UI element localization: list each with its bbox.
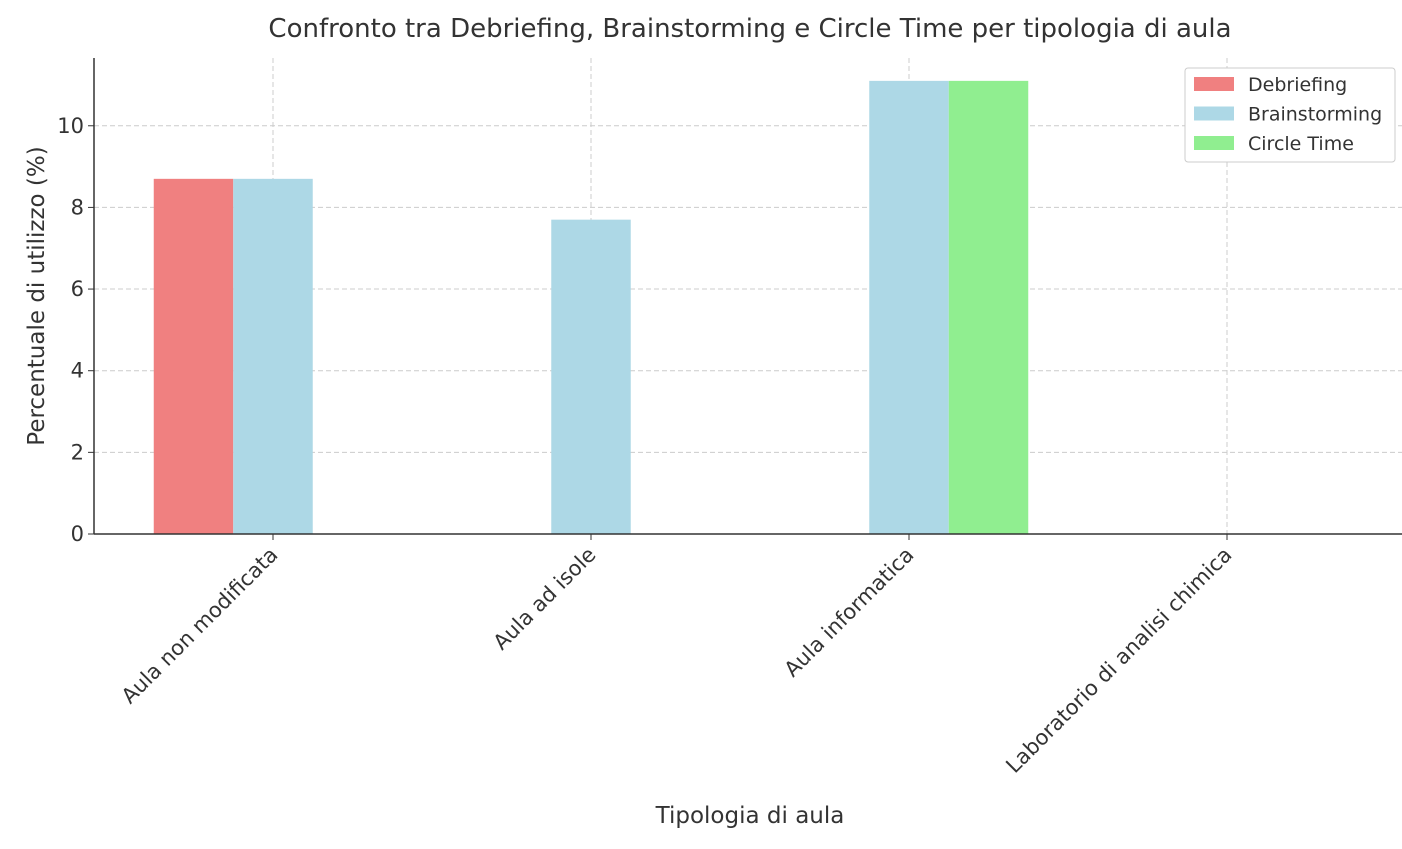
bar [551,219,631,534]
y-tick-label: 10 [57,114,84,138]
chart-title: Confronto tra Debriefing, Brainstorming … [268,14,1231,44]
bar [948,80,1029,535]
x-tick-label: Laboratorio di analisi chimica [1001,543,1236,778]
legend-label: Brainstorming [1248,104,1382,126]
bar [869,80,949,535]
x-tick-label: Aula ad isole [489,543,601,655]
legend-label: Circle Time [1248,133,1354,155]
x-axis-label: Tipologia di aula [655,803,845,829]
x-tick-label: Aula informatica [780,543,919,682]
y-tick-label: 4 [71,359,84,383]
legend-label: Debriefing [1248,74,1347,96]
bar [153,178,234,535]
y-tick-label: 0 [71,522,84,546]
x-tick-label: Aula non modificata [117,543,283,709]
bar [233,178,313,535]
y-axis-label: Percentuale di utilizzo (%) [24,146,50,445]
legend-box [1184,67,1396,163]
legend-swatch [1194,136,1234,150]
legend-swatch [1194,106,1234,121]
y-tick-label: 6 [71,277,84,301]
legend-swatch [1194,77,1234,91]
y-tick-label: 2 [71,440,84,464]
y-tick-label: 8 [71,195,84,219]
